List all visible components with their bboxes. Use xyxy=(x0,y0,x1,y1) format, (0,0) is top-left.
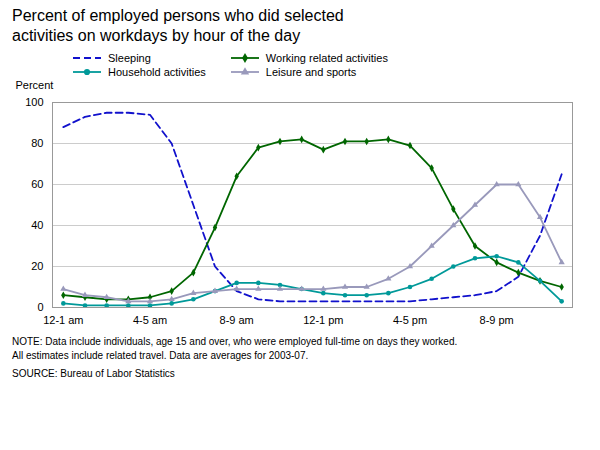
html-text:Household activities: Household activities xyxy=(108,66,206,78)
html-text:Leisure and sports: Leisure and sports xyxy=(265,66,357,78)
svg-text:60: 60 xyxy=(31,178,43,190)
svg-text:20: 20 xyxy=(31,260,43,272)
svg-text:0: 0 xyxy=(37,301,43,313)
svg-text:4-5 pm: 4-5 pm xyxy=(393,314,427,326)
svg-text:100: 100 xyxy=(25,96,43,108)
html-text:Working related activities: Working related activities xyxy=(265,52,388,64)
html-text:NOTE: Data include individuals: NOTE: Data include individuals, age 15 a… xyxy=(12,336,458,361)
svg-text:4-5 am: 4-5 am xyxy=(133,314,167,326)
svg-text:40: 40 xyxy=(31,219,43,231)
svg-text:8-9 pm: 8-9 pm xyxy=(480,314,514,326)
html-text:Sleeping: Sleeping xyxy=(108,52,151,64)
svg-text:12-1 pm: 12-1 pm xyxy=(303,314,343,326)
svg-text:Percent: Percent xyxy=(16,79,54,91)
html-text:SOURCE: Bureau of Labor Statis: SOURCE: Bureau of Labor Statistics xyxy=(12,368,175,379)
html-text:Percent of employed persons wh: Percent of employed persons who did sele… xyxy=(12,7,344,44)
svg-text:8-9 am: 8-9 am xyxy=(220,314,254,326)
svg-text:12-1 am: 12-1 am xyxy=(43,314,83,326)
svg-text:80: 80 xyxy=(31,137,43,149)
